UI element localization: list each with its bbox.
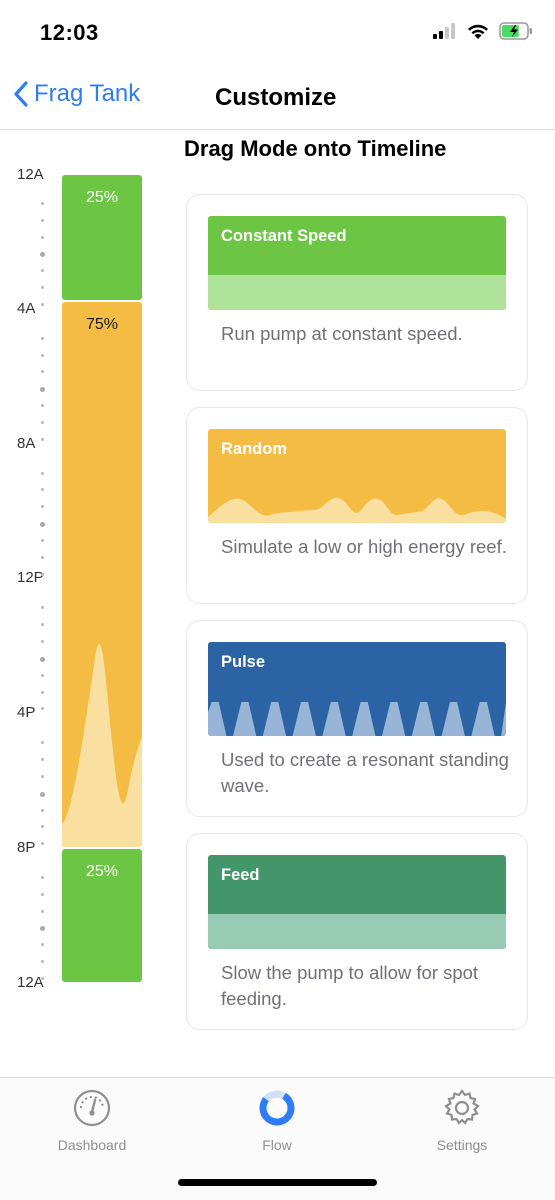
gear-icon: [444, 1089, 480, 1125]
timeline-tick: [41, 892, 44, 896]
mode-description: Simulate a low or high energy reef.: [221, 536, 507, 557]
mode-card-random[interactable]: Random Simulate a low or high energy ree…: [186, 407, 528, 604]
timeline-tick: [41, 420, 44, 424]
tab-dashboard[interactable]: Dashboard: [32, 1088, 152, 1153]
status-time: 12:03: [40, 20, 99, 45]
home-indicator: [178, 1179, 377, 1186]
timeline-tick: [41, 842, 44, 846]
mode-preview-flat: [208, 275, 506, 310]
timeline-tick: [41, 875, 44, 879]
timeline-tick: [41, 623, 44, 627]
timeline-tick: [41, 269, 44, 273]
tab-label: Dashboard: [57, 1137, 127, 1153]
status-bar: 12:03: [0, 0, 555, 70]
mode-banner: Feed: [208, 855, 506, 949]
timeline-tick: [41, 673, 44, 677]
timeline-tick: [41, 690, 44, 694]
navigation-bar: Frag Tank Customize: [0, 70, 555, 130]
timeline-tick: [41, 977, 44, 980]
gauge-icon: [73, 1089, 111, 1127]
timeline-tick: [41, 303, 44, 306]
section-title: Drag Mode onto Timeline: [184, 136, 447, 161]
timeline-segment-random[interactable]: 75%: [62, 302, 142, 847]
tab-flow[interactable]: Flow: [217, 1088, 337, 1153]
mode-card-constant-speed[interactable]: Constant Speed Run pump at constant spee…: [186, 194, 528, 391]
timeline-label: 4A: [17, 300, 36, 317]
timeline-tick: [40, 387, 45, 393]
timeline-tick: [41, 757, 44, 761]
tab-label: Flow: [262, 1137, 292, 1153]
mode-banner: Constant Speed: [208, 216, 506, 310]
segment-label: 25%: [85, 863, 119, 880]
mode-title: Feed: [221, 866, 260, 884]
mode-preview-pulse: [208, 702, 506, 736]
mode-preview-wave: [208, 497, 506, 523]
timeline-label: 12P: [17, 569, 44, 586]
timeline-tick: [41, 336, 44, 340]
wifi-icon: [468, 24, 488, 39]
timeline-tick: [41, 741, 44, 745]
timeline-label: 12A: [17, 974, 44, 991]
timeline-tick: [41, 505, 44, 509]
timeline-tick: [41, 201, 44, 205]
timeline-tick: [41, 960, 44, 964]
mode-card-pulse[interactable]: Pulse Used to create a resonant standing…: [186, 620, 528, 817]
chevron-left-icon: [14, 81, 28, 107]
flow-ring-icon: [259, 1090, 295, 1126]
mode-preview-flat: [208, 914, 506, 949]
timeline-tick: [41, 555, 44, 559]
timeline-tick: [41, 909, 44, 913]
back-button[interactable]: Frag Tank: [12, 80, 140, 108]
tab-settings[interactable]: Settings: [402, 1088, 522, 1153]
timeline-tick: [40, 791, 45, 797]
timeline-tick: [41, 707, 44, 711]
mode-title: Random: [221, 440, 287, 458]
timeline-tick: [41, 572, 44, 576]
timeline-segment-constant[interactable]: 25%: [62, 175, 142, 300]
mode-description: Run pump at constant speed.: [221, 323, 463, 344]
timeline-tick: [40, 656, 45, 662]
back-label: Frag Tank: [34, 80, 141, 107]
timeline-tick: [41, 538, 44, 542]
battery-icon: [499, 22, 532, 40]
timeline-tick: [41, 437, 44, 441]
mode-card-feed[interactable]: Feed Slow the pump to allow for spot fee…: [186, 833, 528, 1030]
tab-label: Settings: [436, 1137, 488, 1153]
random-wave: [62, 644, 142, 847]
timeline-tick: [41, 286, 44, 290]
segment-label: 75%: [85, 316, 119, 333]
timeline-tick: [41, 606, 44, 610]
timeline-tick: [41, 404, 44, 408]
timeline-tick: [41, 471, 44, 475]
timeline-tick: [41, 640, 44, 643]
mode-description: Used to create a resonant standing wave.: [221, 749, 509, 796]
page-title: Customize: [215, 84, 337, 111]
timeline-tick: [41, 825, 44, 829]
timeline-tick: [41, 943, 44, 947]
timeline-tick: [40, 926, 45, 932]
timeline-tick: [41, 353, 44, 357]
signal-icon: [433, 23, 455, 39]
status-icons: [433, 22, 533, 40]
timeline-tick: [41, 235, 44, 239]
timeline-label: 12A: [17, 166, 44, 183]
mode-title: Constant Speed: [221, 227, 347, 245]
timeline-segment-constant[interactable]: 25%: [62, 849, 142, 982]
mode-banner: Random: [208, 429, 506, 523]
mode-banner: Pulse: [208, 642, 506, 736]
segment-label: 25%: [85, 189, 119, 206]
mode-title: Pulse: [221, 653, 266, 671]
timeline-label: 8A: [17, 435, 36, 452]
timeline-label: 4P: [17, 704, 36, 721]
timeline-tick: [41, 808, 44, 812]
timeline-tick: [41, 774, 44, 778]
timeline-tick: [40, 522, 45, 527]
timeline-tick: [41, 370, 44, 374]
mode-description: Slow the pump to allow for spot feeding.: [221, 962, 479, 1009]
timeline-label: 8P: [17, 839, 36, 856]
timeline-tick: [41, 488, 44, 492]
timeline-tick: [41, 218, 44, 222]
timeline-tick: [40, 252, 45, 258]
